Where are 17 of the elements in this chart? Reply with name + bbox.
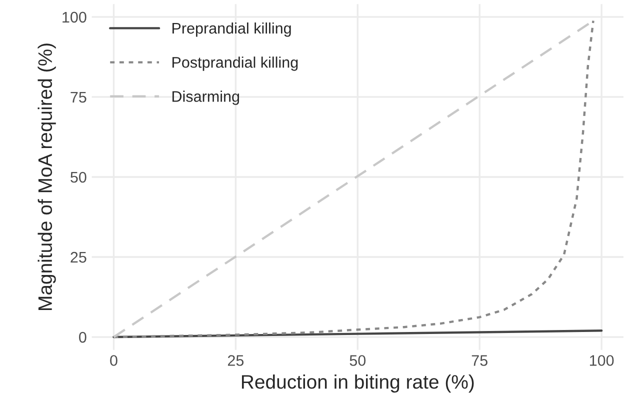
y-tick-label: 75 [70,92,86,103]
x-tick-label: 0 [110,355,118,366]
x-tick-label: 75 [472,355,488,366]
y-axis-title: Magnitude of MoA required (%) [38,44,56,310]
y-tick-label: 0 [79,332,86,343]
x-tick-label: 25 [228,355,244,366]
y-tick-label: 50 [70,172,86,183]
x-tick-label: 50 [350,355,366,366]
line-series [112,330,603,338]
legend-label: Disarming [172,90,240,105]
line-series [112,20,594,338]
x-tick-label: 100 [590,355,614,366]
x-axis-title: Reduction in biting rate (%) [242,374,474,393]
legend-label: Preprandial killing [172,22,291,37]
legend-label: Postprandial killing [172,56,298,71]
y-tick-label: 100 [62,12,86,23]
y-tick-label: 25 [70,252,86,263]
